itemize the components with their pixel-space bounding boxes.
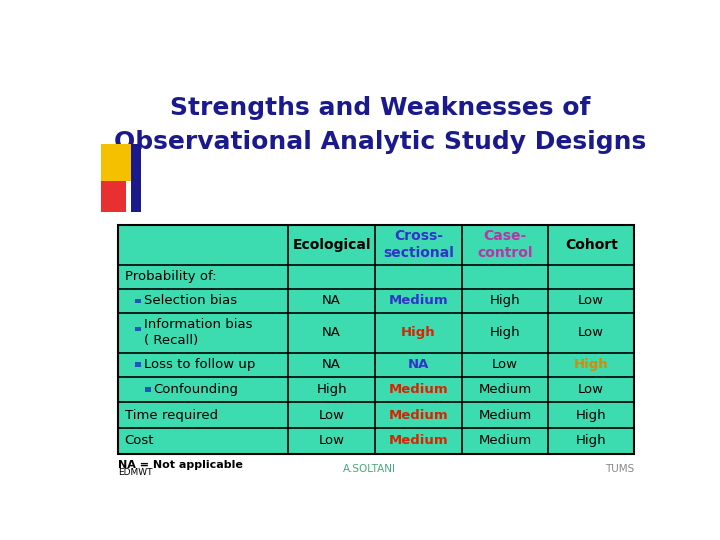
Text: Low: Low [578, 294, 604, 307]
Bar [135, 362, 141, 367]
Text: Low: Low [318, 409, 345, 422]
Text: High: High [490, 326, 521, 339]
Bar [118, 225, 634, 454]
Text: Loss to follow up: Loss to follow up [143, 358, 255, 371]
Text: Case-
control: Case- control [477, 230, 533, 260]
Text: Medium: Medium [478, 409, 531, 422]
Text: Medium: Medium [478, 383, 531, 396]
Text: Observational Analytic Study Designs: Observational Analytic Study Designs [114, 130, 647, 154]
Text: Low: Low [318, 434, 345, 447]
Text: A.SOLTANI: A.SOLTANI [343, 464, 395, 474]
Bar [131, 144, 141, 212]
Text: Cohort: Cohort [564, 238, 618, 252]
Text: Medium: Medium [389, 409, 448, 422]
Text: Low: Low [578, 326, 604, 339]
Text: Selection bias: Selection bias [143, 294, 237, 307]
Text: High: High [576, 409, 606, 422]
Bar [101, 144, 132, 181]
Text: EDMWT: EDMWT [118, 468, 153, 477]
Text: Probability of:: Probability of: [125, 270, 216, 283]
Text: Cost: Cost [125, 434, 154, 447]
Text: High: High [490, 294, 521, 307]
Text: TUMS: TUMS [605, 464, 634, 474]
Text: Strengths and Weaknesses of: Strengths and Weaknesses of [170, 97, 590, 120]
Text: Cross-
sectional: Cross- sectional [383, 230, 454, 260]
Text: NA: NA [322, 294, 341, 307]
Text: NA: NA [322, 358, 341, 371]
Text: High: High [401, 326, 436, 339]
Text: Time required: Time required [125, 409, 217, 422]
Text: NA: NA [408, 358, 429, 371]
Text: Medium: Medium [389, 434, 448, 447]
Bar [145, 387, 150, 392]
Text: Medium: Medium [389, 294, 448, 307]
Bar [101, 181, 126, 212]
Bar [135, 299, 141, 303]
Text: Confounding: Confounding [153, 383, 238, 396]
Text: High: High [576, 434, 606, 447]
Text: Medium: Medium [478, 434, 531, 447]
Text: High: High [574, 358, 608, 371]
Text: NA = Not applicable: NA = Not applicable [118, 460, 243, 470]
Text: NA: NA [322, 326, 341, 339]
Text: Medium: Medium [389, 383, 448, 396]
Text: Information bias
( Recall): Information bias ( Recall) [143, 318, 252, 347]
Text: Low: Low [578, 383, 604, 396]
Text: High: High [316, 383, 347, 396]
Bar [135, 327, 141, 332]
Text: Low: Low [492, 358, 518, 371]
Text: Ecological: Ecological [292, 238, 371, 252]
